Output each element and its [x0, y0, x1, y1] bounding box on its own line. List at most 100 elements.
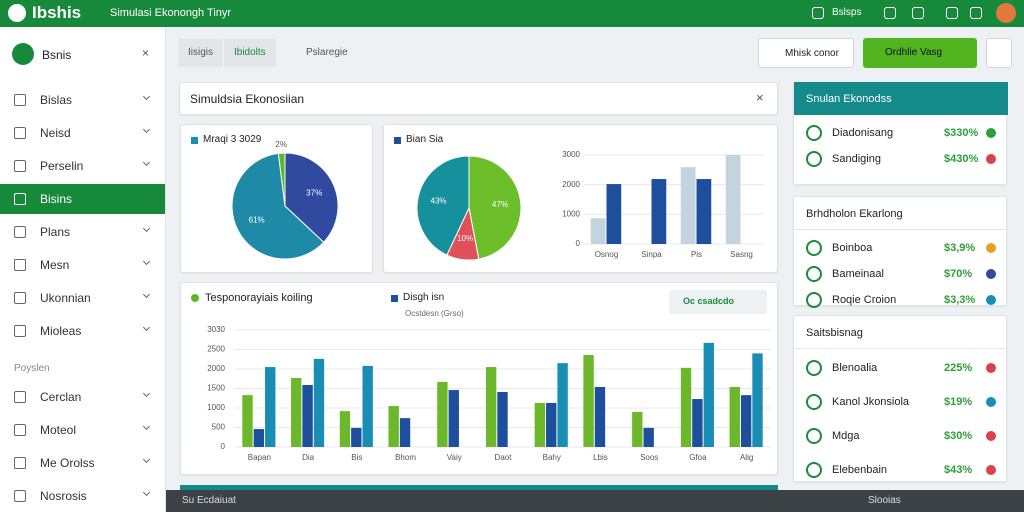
app-title: Simulasi Ekonongh Tinyr [110, 7, 232, 19]
chevron [142, 257, 151, 266]
bar [265, 367, 276, 447]
item-icon [806, 125, 822, 141]
footer: Su Ecdaiuat Slooias [166, 490, 1024, 512]
bar [534, 402, 546, 447]
item-value: $70% [944, 268, 973, 280]
x-tick-label: Bis [351, 453, 362, 462]
nav-item[interactable]: Moteol [0, 415, 165, 445]
nav-item[interactable]: Ukonnian [0, 283, 165, 313]
bar [437, 381, 448, 447]
legend-swatch [191, 137, 198, 144]
nav-icon [14, 127, 26, 139]
bar [752, 353, 763, 447]
chevron [142, 92, 151, 101]
close: × [142, 46, 150, 60]
bar [497, 392, 508, 447]
x-tick-label: Vaiy [447, 453, 462, 462]
nav-icon [14, 226, 26, 238]
pie-slice [284, 152, 339, 243]
nav-item[interactable]: Perselin [0, 151, 165, 181]
item-value: $430% [944, 153, 979, 165]
icon-button[interactable] [986, 38, 1012, 68]
bar [651, 179, 667, 244]
nav-icon [14, 193, 26, 205]
chart: 0 500 1000 1500 2000 2500 3030 Bapan Dia Bis Bhom V… [207, 325, 771, 462]
nav-item[interactable]: Cerclan [0, 382, 165, 412]
item-value: $43% [944, 464, 973, 476]
nav-item[interactable]: Neisd [0, 118, 165, 148]
item-dot [986, 431, 996, 441]
nav-item[interactable]: Bisins [0, 184, 165, 214]
nav-icon [14, 391, 26, 403]
x-tick-label: Bhom [395, 453, 416, 462]
top-icon[interactable] [812, 7, 824, 19]
bar [339, 411, 351, 447]
nav-label: Plans [40, 225, 71, 239]
x-tick-label: Soos [640, 453, 658, 462]
nav-label: Perselin [40, 159, 84, 173]
nav-item[interactable]: Bislas [0, 85, 165, 115]
chevron [142, 323, 151, 332]
nav-label: Nosrosis [40, 489, 87, 503]
user-name[interactable]: Bslsps [832, 7, 862, 18]
chevron [142, 158, 151, 167]
top-icon[interactable] [912, 7, 924, 19]
chevron [142, 224, 151, 233]
top-icon[interactable] [946, 7, 958, 19]
item-label: Blenoalia [832, 362, 878, 374]
bar [632, 411, 643, 447]
card-header [794, 82, 1008, 115]
slice-label: 2% [275, 140, 287, 149]
chevron [142, 125, 151, 134]
bar [696, 179, 712, 244]
item-label: Mdga [832, 430, 860, 442]
item-dot [986, 363, 996, 373]
top-icon[interactable] [970, 7, 982, 19]
card-title: Brhdholon Ekarlong [806, 208, 903, 220]
tab[interactable]: Pslaregie [306, 47, 348, 58]
y-tick-label: 1500 [207, 384, 225, 393]
item-icon [806, 266, 822, 282]
section-label: Poyslen [14, 363, 50, 374]
pie-slice [468, 155, 522, 260]
nav-item[interactable]: Plans [0, 217, 165, 247]
note: Ocstdesn (Grso) [405, 309, 464, 318]
nav-icon [14, 490, 26, 502]
button-outline[interactable]: Mhisk conor [758, 38, 854, 68]
nav-item[interactable]: Me Orolss [0, 448, 165, 478]
button-primary[interactable]: Ordhlie Vasg [863, 38, 977, 68]
y-tick-label: 1000 [562, 209, 580, 218]
item-label: Bameinaal [832, 268, 884, 280]
item-value: $3,3% [944, 294, 976, 306]
item-label: Roqie Croion [832, 294, 897, 306]
dropdown[interactable]: Oc csadcdo [669, 290, 767, 314]
footer-left: Su Ecdaiuat [182, 495, 236, 506]
bar [291, 377, 302, 447]
item-label: Diadonisang [832, 127, 894, 139]
x-tick-label: Bahy [543, 453, 561, 462]
bar [485, 367, 497, 447]
bar-card: Tesponorayiais koiling Disgh isn Ocstdesn … [180, 282, 778, 475]
bar [362, 365, 373, 447]
chart: 47% 10% 43% 0 1000 2000 3000 Osnog Sinpa Pis Sasng [416, 150, 764, 261]
tab[interactable]: Iisigis [178, 39, 224, 67]
nav-item[interactable]: Nosrosis [0, 481, 165, 511]
nav-label: Neisd [40, 126, 71, 140]
nav-item[interactable]: Mesn [0, 250, 165, 280]
header-icon [12, 43, 34, 65]
card-title: Saitsbisnag [806, 327, 863, 339]
y-tick-label: 0 [221, 442, 226, 451]
bar [388, 406, 399, 447]
bar [590, 218, 606, 244]
card-title: Tesponorayiais koiling [205, 292, 313, 304]
item-label: Boinboa [832, 242, 873, 254]
nav-label: Mioleas [40, 324, 82, 338]
slice-label: 10% [457, 234, 473, 243]
y-tick-label: 500 [212, 423, 226, 432]
top-icon[interactable] [884, 7, 896, 19]
bar [351, 427, 362, 447]
tab[interactable]: Ibidolts [224, 39, 276, 67]
nav-label: Bisins [40, 192, 73, 206]
nav-item[interactable]: Mioleas [0, 316, 165, 346]
